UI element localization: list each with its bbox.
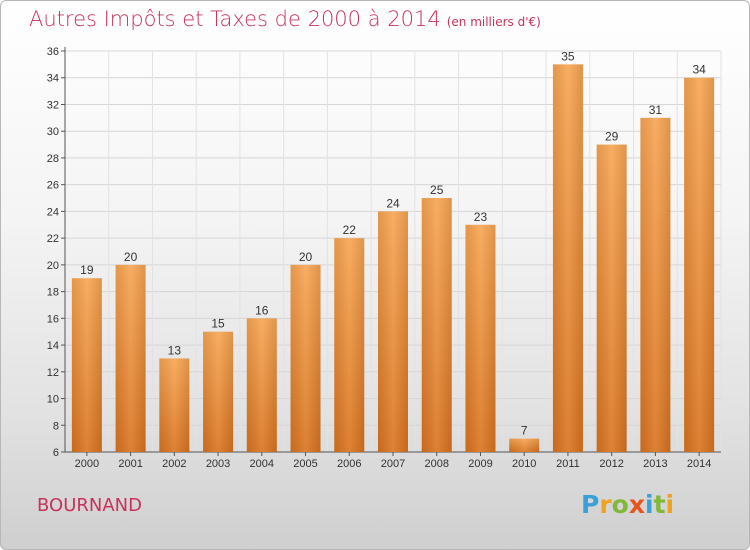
bar-value-label: 19 xyxy=(80,263,94,277)
x-tick-label: 2009 xyxy=(468,458,492,470)
y-tick-label: 12 xyxy=(47,367,59,379)
commune-name: BOURNAND xyxy=(37,495,142,516)
chart-title: Autres Impôts et Taxes de 2000 à 2014 xyxy=(29,7,441,31)
x-tick-label: 2003 xyxy=(206,458,230,470)
bar-value-label: 16 xyxy=(255,303,269,317)
y-tick-label: 10 xyxy=(47,394,59,406)
bar-value-label: 25 xyxy=(430,183,444,197)
x-tick-label: 2011 xyxy=(556,458,580,470)
bar-shading xyxy=(246,318,277,452)
bar-value-label: 13 xyxy=(168,343,182,357)
bar-shading xyxy=(596,144,627,453)
x-tick-label: 2006 xyxy=(337,458,361,470)
x-tick-label: 2005 xyxy=(293,458,317,470)
y-tick-label: 18 xyxy=(47,287,59,299)
bar-shading xyxy=(465,224,496,452)
y-tick-label: 26 xyxy=(47,180,59,192)
logo-letter: o xyxy=(611,490,629,519)
y-tick-label: 30 xyxy=(47,126,59,138)
bar-shading xyxy=(421,198,452,452)
bar-shading xyxy=(290,264,321,452)
bar-shading xyxy=(640,117,671,452)
y-tick-label: 20 xyxy=(47,260,59,272)
x-tick-label: 2000 xyxy=(75,458,99,470)
bar-value-label: 24 xyxy=(386,196,400,210)
x-tick-label: 2010 xyxy=(512,458,536,470)
y-tick-label: 16 xyxy=(47,313,59,325)
bar-shading xyxy=(334,238,365,452)
x-tick-label: 2012 xyxy=(599,458,623,470)
logo-letter: r xyxy=(599,490,612,519)
x-tick-label: 2004 xyxy=(250,458,274,470)
logo-letter: P xyxy=(581,490,600,519)
x-tick-label: 2001 xyxy=(118,458,142,470)
bar-shading xyxy=(509,438,540,452)
bar-shading xyxy=(552,64,583,452)
logo-letter: i xyxy=(665,490,675,519)
y-tick-label: 22 xyxy=(47,233,59,245)
bar-shading xyxy=(71,278,102,452)
x-tick-label: 2008 xyxy=(424,458,448,470)
bar-shading xyxy=(203,331,234,452)
bar-value-label: 31 xyxy=(649,103,663,117)
bar-value-label: 23 xyxy=(474,210,488,224)
bar-value-label: 15 xyxy=(211,317,225,331)
y-tick-label: 8 xyxy=(53,420,59,432)
bar-value-label: 34 xyxy=(692,63,706,77)
proxiti-logo: Proxiti xyxy=(581,490,674,519)
y-tick-label: 36 xyxy=(47,46,59,58)
x-tick-label: 2013 xyxy=(643,458,667,470)
bar-shading xyxy=(159,358,190,452)
logo-letter: x xyxy=(628,490,645,519)
y-tick-label: 34 xyxy=(47,73,59,85)
y-tick-label: 24 xyxy=(47,206,59,218)
x-tick-label: 2002 xyxy=(162,458,186,470)
bar-value-label: 22 xyxy=(343,223,357,237)
y-tick-label: 6 xyxy=(53,447,59,459)
logo-letter: i xyxy=(645,490,654,519)
x-tick-label: 2007 xyxy=(381,458,405,470)
y-tick-label: 32 xyxy=(47,99,59,111)
bar-value-label: 20 xyxy=(124,250,138,264)
y-tick-label: 14 xyxy=(47,340,59,352)
chart-title-block: Autres Impôts et Taxes de 2000 à 2014 (en… xyxy=(29,7,541,31)
y-tick-label: 28 xyxy=(47,153,59,165)
chart-unit: (en milliers d'€) xyxy=(446,15,541,29)
bar-value-label: 35 xyxy=(561,49,575,63)
bar-shading xyxy=(684,77,715,452)
x-tick-label: 2014 xyxy=(687,458,711,470)
bar-value-label: 29 xyxy=(605,130,619,144)
bar-value-label: 7 xyxy=(521,424,528,438)
bar-value-label: 20 xyxy=(299,250,313,264)
bar-shading xyxy=(378,211,408,452)
logo-letter: t xyxy=(653,490,666,519)
bar-shading xyxy=(115,264,146,452)
